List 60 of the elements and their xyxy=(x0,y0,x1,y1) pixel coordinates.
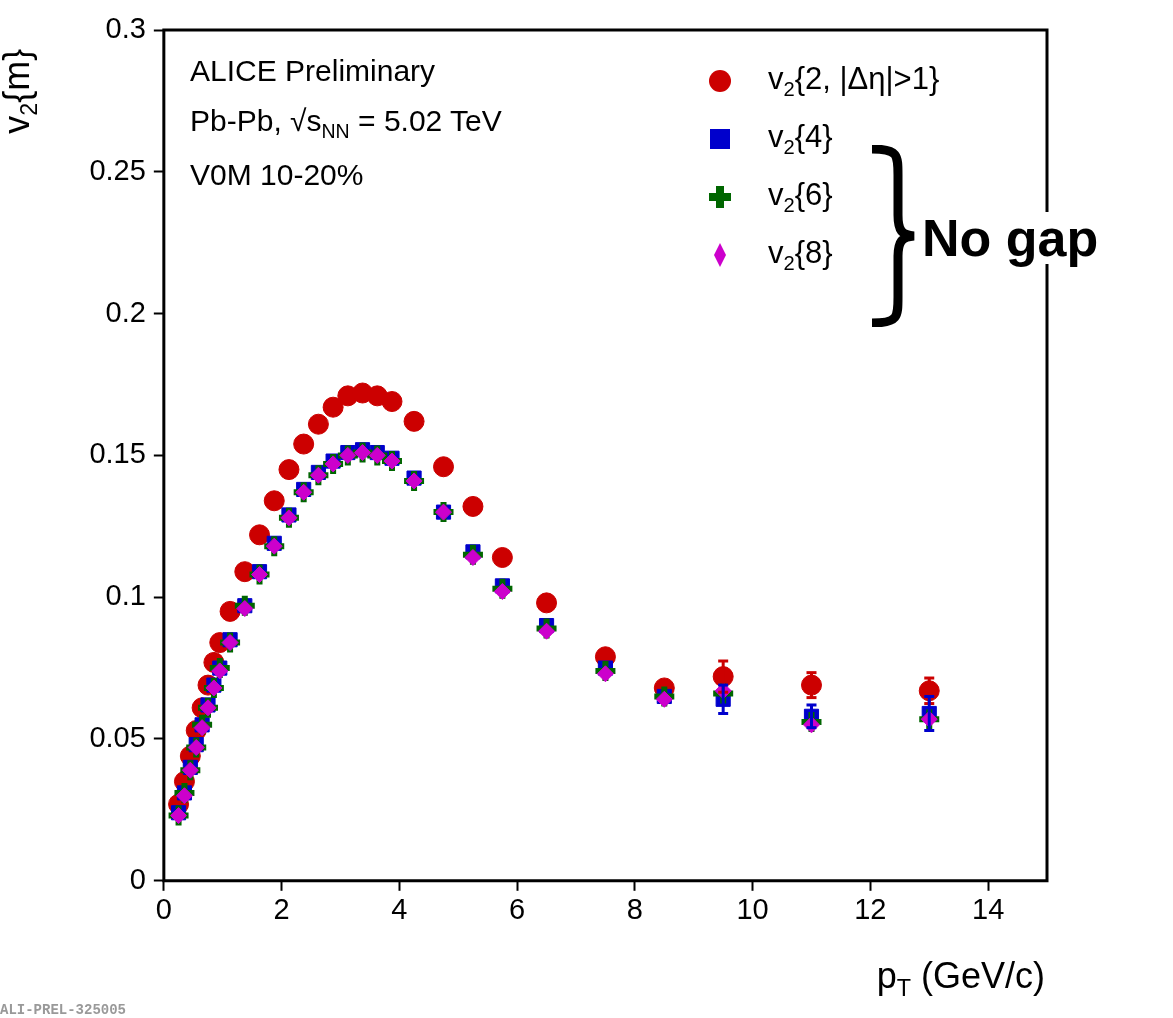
point xyxy=(322,396,344,418)
point xyxy=(251,566,269,584)
point xyxy=(491,547,513,568)
x-tick-label: 12 xyxy=(854,893,887,926)
point xyxy=(381,391,403,413)
x-tick-label: 4 xyxy=(391,893,408,926)
x-tick-label: 10 xyxy=(736,893,769,926)
point xyxy=(205,679,223,697)
annotation: Pb-Pb, √s$_{NN}$ = 5.02 TeV xyxy=(190,104,502,142)
point xyxy=(493,583,511,601)
y-tick-label: 0 xyxy=(129,862,146,895)
point xyxy=(193,719,211,737)
point xyxy=(263,490,285,512)
point xyxy=(293,433,315,455)
x-tick-label: 2 xyxy=(273,893,290,926)
point xyxy=(324,455,342,473)
point xyxy=(211,662,229,680)
point xyxy=(280,509,298,527)
y-tick-label: 0.1 xyxy=(105,579,146,612)
point xyxy=(596,665,614,683)
x-tick-label: 14 xyxy=(971,893,1005,926)
y-tick-label: 0.3 xyxy=(105,12,146,44)
legend-label: v$_{2}${8} xyxy=(768,234,833,276)
point xyxy=(265,537,283,555)
point xyxy=(187,739,205,757)
point xyxy=(175,787,193,805)
legend-label: v$_{2}${2, |Δη|>1} xyxy=(768,60,940,102)
point xyxy=(536,592,558,614)
annotation: No gap xyxy=(922,209,1099,267)
point xyxy=(433,456,455,478)
x-tick-label: 0 xyxy=(155,893,172,926)
point xyxy=(199,699,217,717)
point xyxy=(249,524,271,546)
annotation: V0M 10-20% xyxy=(190,158,364,191)
legend-label: v$_{2}${6} xyxy=(768,176,833,218)
point xyxy=(295,483,313,501)
point xyxy=(538,622,556,640)
point xyxy=(354,444,372,462)
y-tick-label: 0.05 xyxy=(89,721,146,753)
point xyxy=(221,634,239,652)
point xyxy=(403,410,425,432)
x-tick-label: 8 xyxy=(626,893,643,926)
text: ALI-PREL-325005 xyxy=(0,1002,127,1018)
y-tick-label: 0.15 xyxy=(89,437,146,470)
annotation: ALICE Preliminary xyxy=(190,54,436,87)
point xyxy=(236,600,254,618)
point xyxy=(181,761,199,779)
legend-label: v$_{2}${4} xyxy=(768,118,833,160)
x-axis-title: p$_{T}$ (GeV/c) xyxy=(876,955,1045,1002)
point xyxy=(309,466,327,484)
point xyxy=(405,472,423,490)
point xyxy=(464,549,482,566)
y-tick-label: 0.25 xyxy=(89,153,146,186)
point xyxy=(462,495,484,517)
y-tick-label: 0.2 xyxy=(105,295,146,328)
x-tick-label: 6 xyxy=(509,893,526,926)
point xyxy=(278,459,300,481)
point xyxy=(170,807,188,825)
point xyxy=(383,452,401,470)
point xyxy=(307,413,329,435)
